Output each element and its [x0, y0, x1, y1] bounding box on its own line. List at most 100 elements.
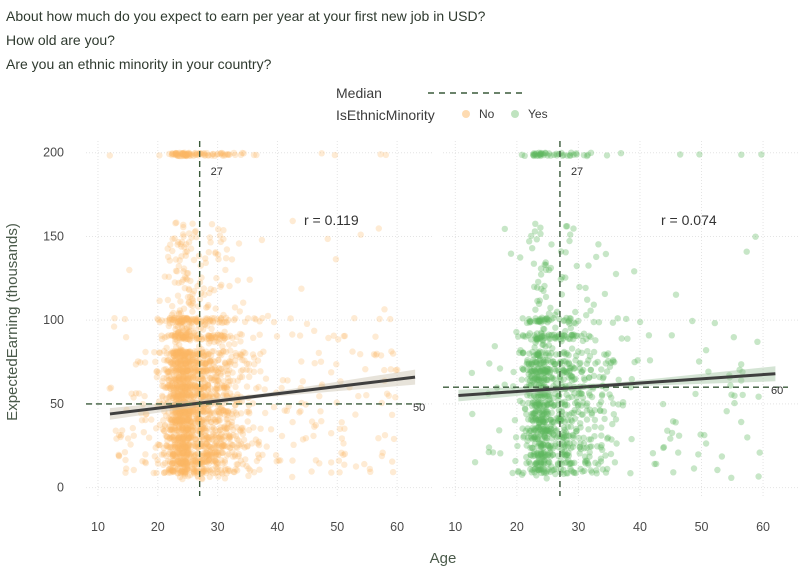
data-point — [205, 457, 212, 464]
data-point — [171, 436, 178, 444]
data-point — [580, 434, 587, 441]
data-point — [278, 432, 286, 440]
data-point — [185, 419, 193, 426]
data-point — [328, 430, 335, 437]
data-point — [184, 358, 191, 365]
data-point — [601, 351, 608, 358]
data-point — [202, 360, 209, 367]
data-point — [561, 332, 568, 339]
data-point — [211, 338, 218, 346]
data-point — [389, 350, 397, 357]
data-point — [543, 475, 550, 482]
data-point — [507, 250, 515, 257]
data-point — [186, 332, 194, 340]
data-point — [192, 354, 199, 362]
data-point — [187, 367, 194, 374]
data-point — [590, 348, 598, 356]
data-point — [217, 384, 224, 391]
data-point — [180, 389, 187, 397]
data-point — [223, 452, 231, 459]
data-point — [173, 151, 180, 159]
data-point — [173, 318, 180, 326]
data-point — [242, 349, 249, 357]
data-point — [220, 442, 227, 449]
data-point — [234, 277, 241, 284]
data-point — [193, 334, 201, 342]
data-point — [728, 391, 735, 398]
data-point — [199, 423, 206, 430]
data-point — [183, 460, 191, 467]
data-point — [181, 383, 189, 391]
data-point — [714, 466, 721, 474]
data-point — [182, 458, 189, 465]
data-point — [180, 373, 187, 380]
data-point — [182, 468, 190, 475]
data-point — [541, 282, 548, 290]
data-point — [217, 426, 224, 433]
data-point — [215, 349, 222, 357]
data-point — [611, 459, 619, 466]
data-point — [187, 301, 194, 308]
data-point — [217, 283, 224, 290]
data-point — [562, 249, 569, 256]
data-point — [183, 459, 191, 467]
data-point — [185, 358, 193, 365]
data-point — [194, 376, 202, 383]
data-point — [178, 323, 186, 331]
data-point — [239, 430, 247, 438]
data-point — [185, 406, 192, 414]
data-point — [183, 152, 190, 160]
data-point — [192, 327, 200, 334]
data-point — [205, 152, 212, 159]
data-point — [193, 467, 200, 474]
data-point — [202, 361, 209, 368]
data-point — [185, 425, 192, 432]
data-point — [183, 451, 191, 458]
data-point — [185, 298, 193, 306]
data-point — [202, 391, 209, 398]
data-point — [296, 409, 303, 416]
data-point — [543, 367, 550, 375]
data-point — [184, 330, 191, 337]
data-point — [203, 359, 211, 366]
data-point — [165, 415, 173, 422]
data-point — [179, 334, 186, 341]
data-point — [168, 377, 176, 384]
data-point — [122, 469, 129, 476]
data-point — [179, 318, 186, 325]
data-point — [602, 250, 610, 258]
data-point — [132, 390, 140, 397]
data-point — [183, 409, 190, 416]
data-point — [251, 315, 258, 322]
data-point — [547, 425, 555, 432]
data-point — [199, 467, 206, 475]
data-point — [213, 392, 221, 399]
data-point — [159, 393, 166, 401]
data-point — [222, 425, 230, 433]
data-point — [177, 349, 185, 357]
data-point — [172, 360, 179, 367]
data-point — [203, 335, 210, 342]
data-point — [230, 431, 237, 439]
data-point — [183, 465, 191, 473]
data-point — [212, 250, 219, 257]
data-point — [381, 432, 389, 439]
data-point — [219, 449, 226, 456]
data-point — [532, 306, 539, 313]
data-point — [167, 469, 174, 476]
data-point — [170, 389, 177, 397]
data-point — [341, 332, 349, 340]
data-point — [174, 152, 181, 160]
data-point — [219, 442, 226, 449]
data-point — [181, 320, 188, 328]
data-point — [651, 460, 658, 468]
data-point — [198, 336, 205, 343]
data-point — [221, 443, 228, 450]
data-point — [188, 418, 195, 425]
data-point — [173, 384, 181, 391]
data-point — [154, 456, 161, 464]
data-point — [176, 442, 183, 449]
data-point — [176, 418, 183, 425]
data-point — [229, 369, 236, 376]
data-point — [178, 366, 185, 373]
